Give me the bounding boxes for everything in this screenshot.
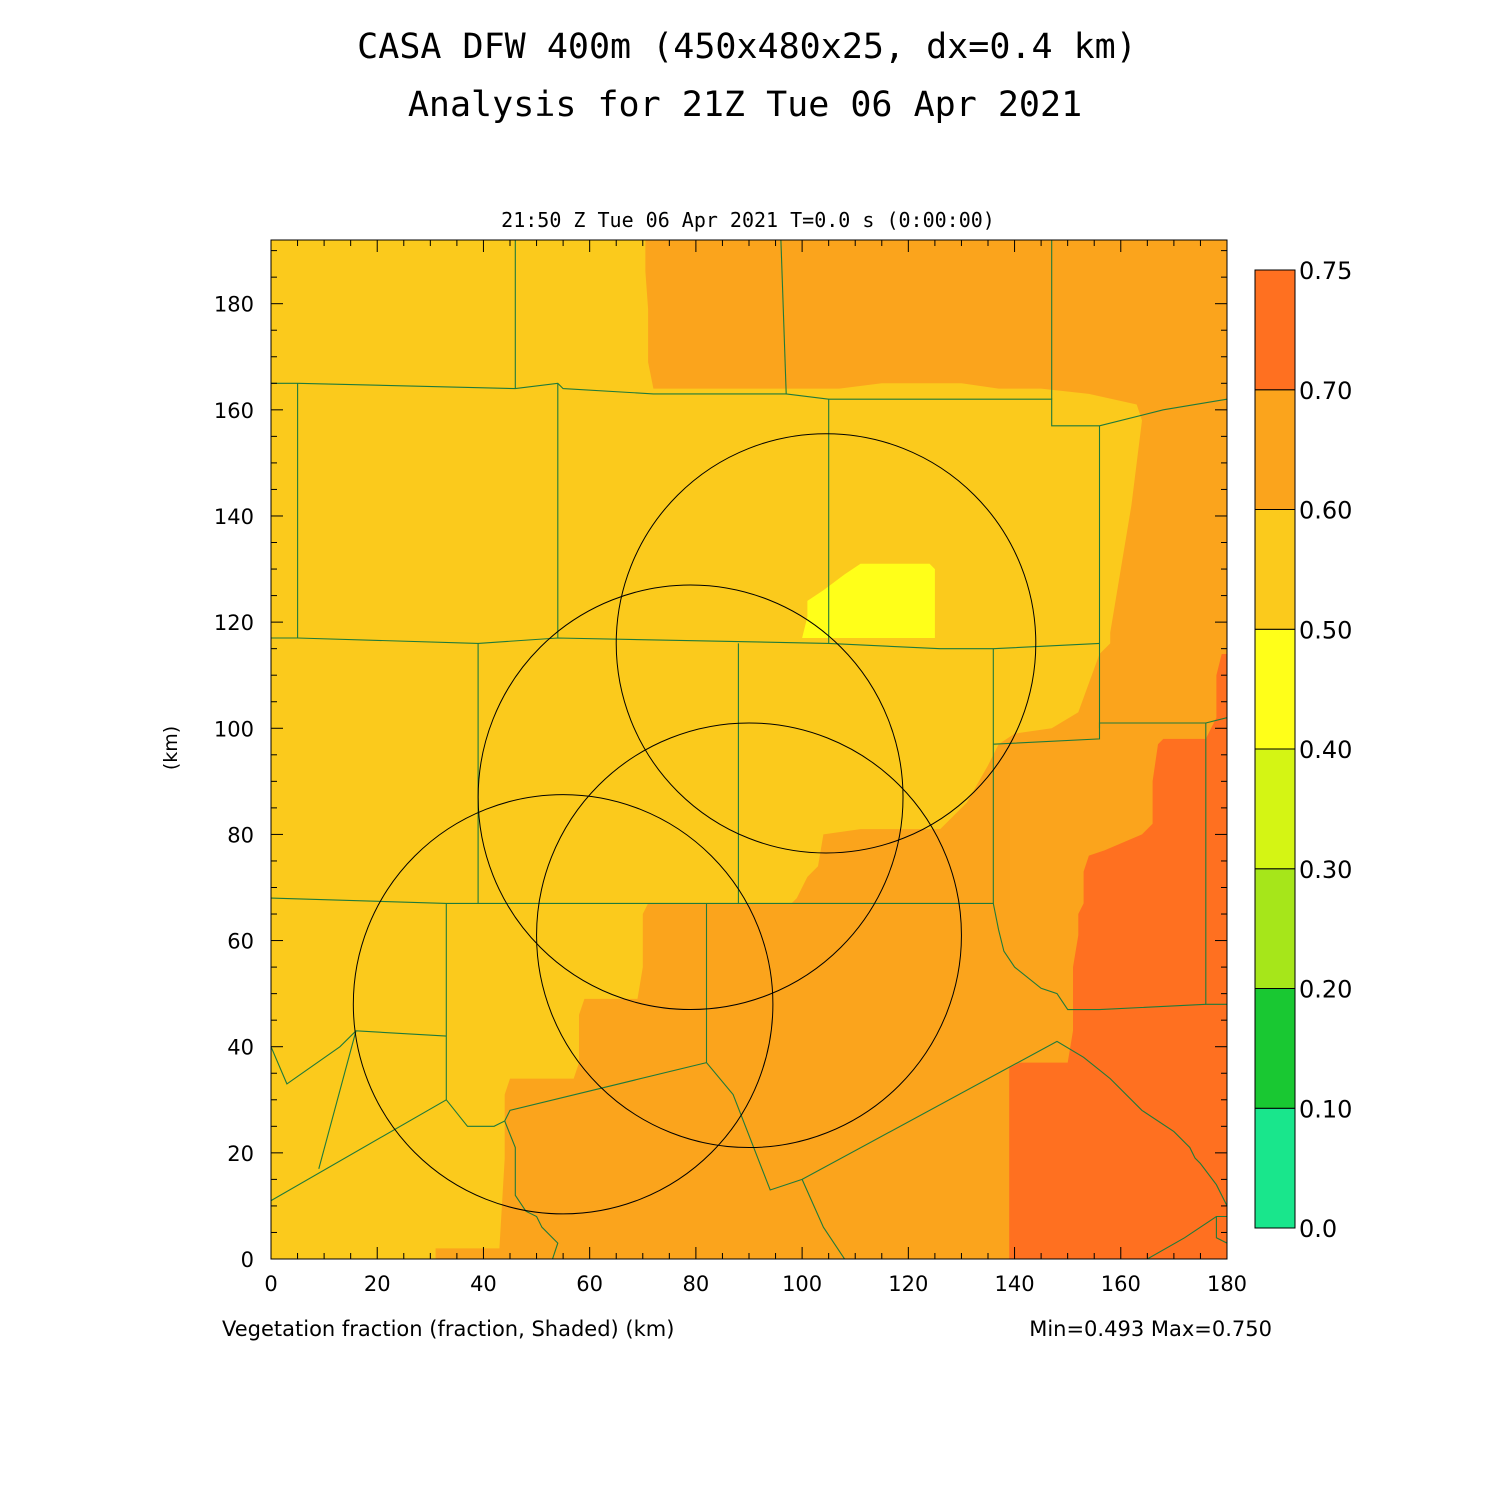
y-tick-label-1: 20 <box>227 1142 254 1166</box>
county-line-17 <box>318 1030 357 1169</box>
range-ring-3 <box>352 794 774 1215</box>
range-ring-1 <box>477 584 904 1011</box>
colorbar-label-4: 0.40 <box>1299 736 1352 764</box>
county-line-14 <box>271 897 1206 1011</box>
colorbar <box>1254 269 1296 1229</box>
x-tick-label-0: 0 <box>264 1272 277 1296</box>
y-tick-label-4: 80 <box>227 823 254 847</box>
colorbar-label-0: 0.0 <box>1299 1215 1337 1243</box>
colorbar-label-2: 0.20 <box>1299 976 1352 1004</box>
x-tick-label-2: 40 <box>470 1272 497 1296</box>
range-ring-0 <box>615 433 1037 854</box>
x-tick-label-1: 20 <box>364 1272 391 1296</box>
colorbar-label-6: 0.60 <box>1299 497 1352 525</box>
y-tick-label-7: 140 <box>214 505 254 529</box>
x-tick-label-8: 160 <box>1101 1272 1141 1296</box>
colorbar-swatch-4 <box>1254 628 1296 750</box>
min-max-label: Min=0.493 Max=0.750 <box>1029 1317 1272 1341</box>
y-tick-label-3: 60 <box>227 930 254 954</box>
county-line-18 <box>445 1062 707 1127</box>
range-ring-2 <box>536 722 962 1149</box>
colorbar-label-7: 0.70 <box>1299 377 1352 405</box>
shaded-regions <box>435 240 1227 1259</box>
colorbar-labels: 0.0 0.10 0.20 0.30 0.40 0.50 0.60 0.70 0.75 <box>1299 257 1352 1243</box>
colorbar-label-1: 0.10 <box>1299 1095 1352 1123</box>
county-line-21 <box>504 1120 559 1259</box>
y-tick-labels: 0 20 40 60 80 100 120 140 160 180 <box>214 293 254 1272</box>
county-line-2 <box>780 240 787 394</box>
y-tick-label-9: 180 <box>214 293 254 317</box>
radar-range-rings <box>352 433 1037 1215</box>
y-tick-label-8: 160 <box>214 399 254 423</box>
colorbar-swatch-3 <box>1254 748 1296 870</box>
colorbar-label-5: 0.50 <box>1299 616 1352 644</box>
chart-title: CASA DFW 400m (450x480x25, dx=0.4 km) <box>357 27 1137 67</box>
colorbar-swatch-5 <box>1254 509 1296 630</box>
x-tick-label-5: 100 <box>782 1272 822 1296</box>
region-1 <box>1009 654 1227 1259</box>
x-tick-label-9: 180 <box>1207 1272 1247 1296</box>
colorbar-label-8: 0.75 <box>1299 257 1352 285</box>
y-tick-label-0: 0 <box>241 1248 254 1272</box>
county-line-22 <box>1147 1215 1227 1259</box>
colorbar-swatch-6 <box>1254 389 1296 510</box>
x-tick-label-7: 140 <box>995 1272 1035 1296</box>
region-2 <box>802 563 935 638</box>
x-axis-label: Vegetation fraction (fraction, Shaded) (… <box>222 1317 674 1341</box>
region-0 <box>435 240 1227 1259</box>
chart-subtitle: Analysis for 21Z Tue 06 Apr 2021 <box>408 85 1082 125</box>
county-line-19 <box>705 903 1227 1207</box>
y-axis-label: (km) <box>160 726 182 770</box>
county-line-20 <box>801 1179 846 1259</box>
county-line-13 <box>1205 717 1227 724</box>
colorbar-swatch-2 <box>1254 868 1296 989</box>
y-tick-label-2: 40 <box>227 1036 254 1060</box>
colorbar-swatch-7 <box>1254 269 1296 391</box>
county-line-0 <box>271 382 1227 427</box>
county-line-8 <box>271 637 1100 650</box>
y-tick-label-5: 100 <box>214 717 254 741</box>
county-line-23 <box>1215 1216 1227 1244</box>
county-line-15 <box>271 903 447 1202</box>
x-tick-labels: 0 20 40 60 80 100 120 140 160 180 <box>264 1272 1247 1296</box>
colorbar-swatch-1 <box>1254 988 1296 1109</box>
axis-ticks <box>270 240 1228 1260</box>
x-tick-label-6: 120 <box>888 1272 928 1296</box>
county-line-16 <box>271 1030 447 1085</box>
x-tick-label-3: 60 <box>576 1272 603 1296</box>
x-tick-label-4: 80 <box>683 1272 710 1296</box>
time-label: 21:50 Z Tue 06 Apr 2021 T=0.0 s (0:00:00… <box>501 208 995 232</box>
colorbar-label-3: 0.30 <box>1299 856 1352 884</box>
y-tick-label-6: 120 <box>214 611 254 635</box>
colorbar-swatch-0 <box>1254 1107 1296 1229</box>
county-boundaries <box>271 240 1227 1259</box>
